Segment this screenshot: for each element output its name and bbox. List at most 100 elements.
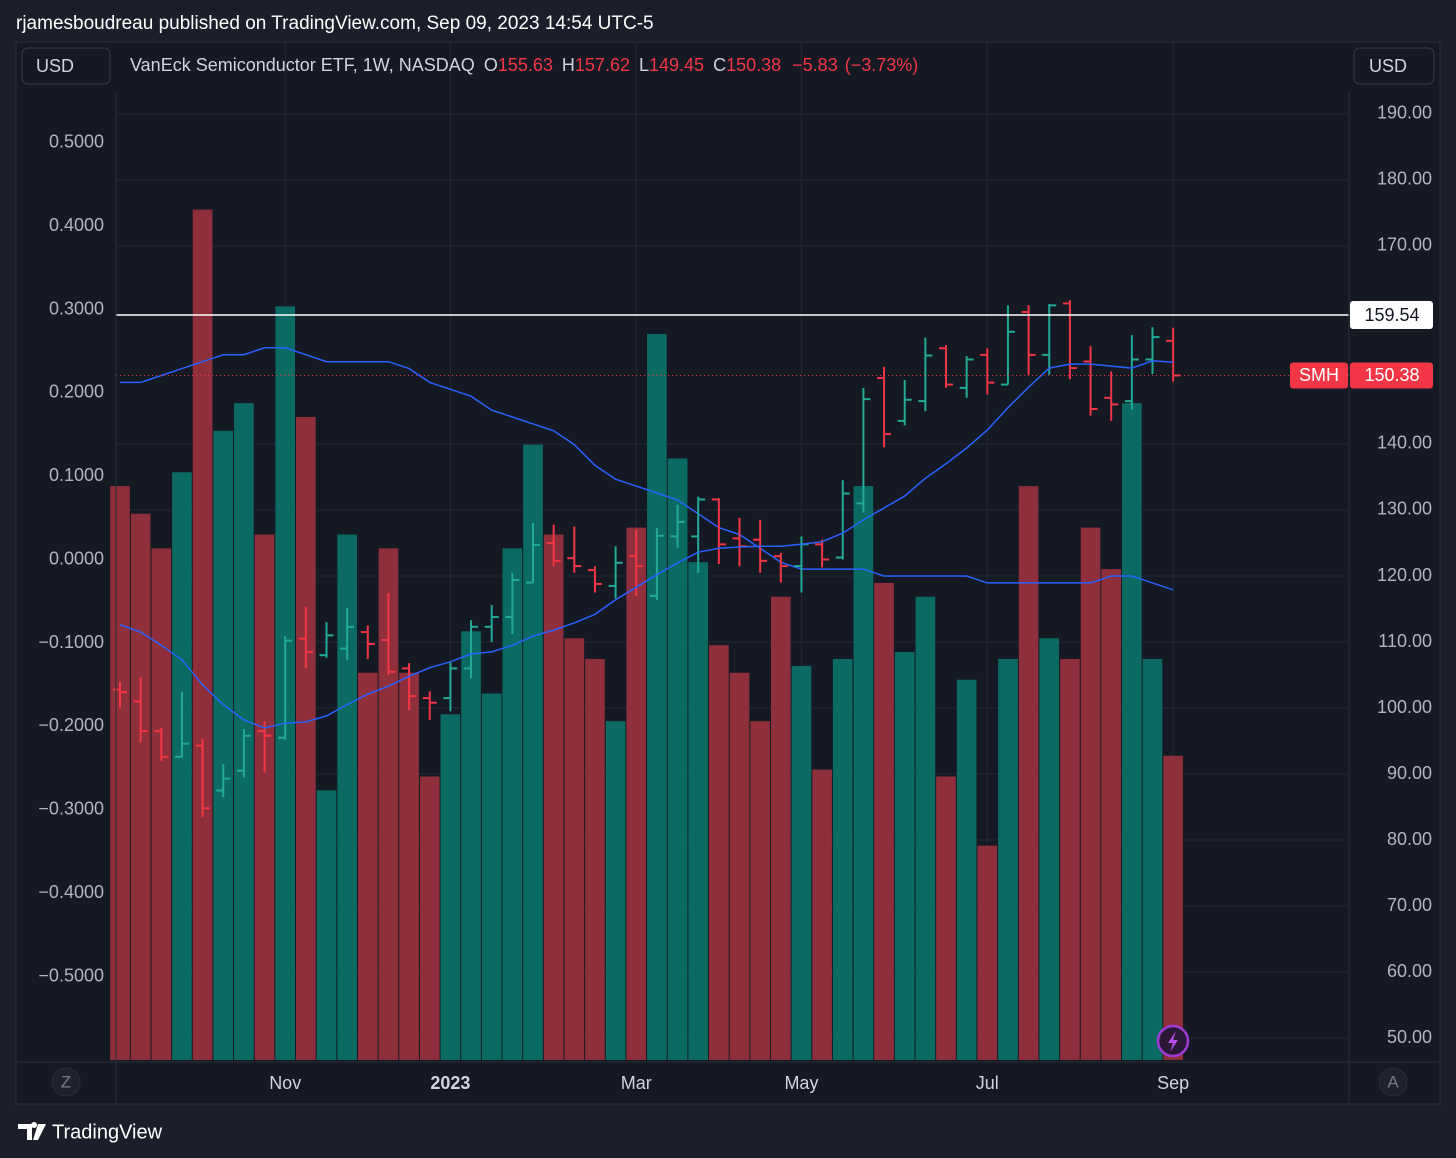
volume-bar: [585, 658, 605, 1060]
volume-bar: [894, 652, 915, 1060]
alert-icon: [1156, 1024, 1190, 1058]
volume-bar: [1142, 658, 1163, 1060]
volume-bar: [1101, 569, 1122, 1060]
volume-bar: [461, 631, 481, 1060]
legend-title: VanEck Semiconductor ETF, 1W, NASDAQ: [130, 55, 475, 75]
y2-tick-label: 0.4000: [49, 215, 104, 235]
volume-bar: [378, 548, 399, 1060]
volume-bar: [543, 534, 564, 1060]
volume-bar: [1122, 403, 1142, 1061]
symbol-label: SMH: [1299, 365, 1339, 385]
y2-tick-label: −0.4000: [38, 882, 104, 902]
volume-bar: [626, 527, 647, 1060]
volume-bar: [1039, 638, 1060, 1060]
volume-bar: [151, 548, 172, 1060]
volume-bar: [956, 679, 977, 1060]
volume-bar: [791, 665, 812, 1060]
legend-change: −5.83: [792, 55, 838, 75]
volume-bar: [977, 845, 998, 1060]
y-tick-label: 130.00: [1377, 499, 1432, 519]
volume-bar: [770, 596, 791, 1060]
y2-tick-label: −0.1000: [38, 632, 104, 652]
last-price-label: 150.38: [1364, 365, 1419, 385]
volume-bar: [647, 334, 667, 1060]
volume-bar: [213, 430, 234, 1060]
volume-bar: [874, 582, 894, 1060]
y2-tick-label: 0.0000: [49, 548, 104, 568]
volume-bar: [750, 721, 770, 1060]
volume-bar: [481, 693, 502, 1060]
scale-button-label[interactable]: A: [1387, 1072, 1399, 1091]
scale-button-label[interactable]: Z: [61, 1072, 71, 1091]
y2-tick-label: 0.1000: [49, 465, 104, 485]
x-tick-label: Jul: [976, 1073, 999, 1093]
y-tick-label: 120.00: [1377, 565, 1432, 585]
volume-bar: [1163, 755, 1183, 1060]
volume-bar: [440, 714, 461, 1060]
publish-header: rjamesboudreau published on TradingView.…: [16, 13, 654, 34]
volume-bar: [688, 562, 709, 1060]
volume-bar: [172, 472, 192, 1060]
y-tick-label: 170.00: [1377, 235, 1432, 255]
volume-bar: [667, 458, 688, 1060]
legend-change-pct: (−3.73%): [845, 55, 919, 75]
currency-button[interactable]: [1353, 47, 1435, 85]
y2-tick-label: 0.3000: [49, 298, 104, 318]
y-tick-label: 70.00: [1387, 895, 1432, 915]
x-tick-label: Mar: [621, 1073, 652, 1093]
y-tick-label: 140.00: [1377, 433, 1432, 453]
y-tick-label: 190.00: [1377, 103, 1432, 123]
volume-bar: [337, 534, 357, 1060]
y-tick-label: 100.00: [1377, 697, 1432, 717]
volume-bar: [110, 486, 130, 1061]
volume-bar: [316, 790, 337, 1060]
volume-bar: [357, 672, 378, 1060]
volume-bar: [605, 721, 626, 1060]
volume-bar: [1060, 658, 1080, 1060]
volume-bar: [296, 416, 316, 1060]
scale-button[interactable]: [1378, 1067, 1408, 1097]
x-tick-label: 2023: [430, 1073, 470, 1093]
legend-key: L: [639, 55, 649, 75]
x-tick-label: Sep: [1157, 1073, 1189, 1093]
y2-tick-label: −0.3000: [38, 799, 104, 819]
volume-bar: [419, 776, 440, 1060]
y2-tick-label: −0.5000: [38, 965, 104, 985]
y2-tick-label: 0.2000: [49, 382, 104, 402]
volume-bar: [192, 209, 213, 1061]
volume-bar: [915, 596, 936, 1060]
last-price-badge: [1350, 362, 1433, 389]
y-tick-label: 50.00: [1387, 1027, 1432, 1047]
volume-bar: [812, 769, 832, 1060]
alert-icon-bolt: [1168, 1031, 1178, 1052]
scale-button[interactable]: [51, 1067, 81, 1097]
y2-tick-label: 0.5000: [49, 132, 104, 152]
y2-tick-label: −0.2000: [38, 715, 104, 735]
volume-bar: [564, 638, 585, 1060]
currency-label[interactable]: USD: [1369, 56, 1407, 76]
legend-value: 155.63: [498, 55, 553, 75]
symbol-badge: [1290, 362, 1348, 389]
logo: [18, 1122, 46, 1140]
legend-value: 157.62: [575, 55, 630, 75]
volume-ma-line: [120, 347, 1174, 591]
y-tick-label: 90.00: [1387, 763, 1432, 783]
volume-bar: [523, 444, 543, 1061]
volume-bar: [936, 776, 956, 1060]
volume-bar: [853, 486, 874, 1061]
volume-bar: [1018, 486, 1039, 1061]
volume-bar: [998, 658, 1018, 1060]
legend-key: H: [562, 55, 575, 75]
currency-button[interactable]: [21, 47, 111, 85]
brand: TradingView: [52, 1121, 163, 1143]
currency-label[interactable]: USD: [36, 56, 74, 76]
y-tick-label: 80.00: [1387, 829, 1432, 849]
volume-bar: [729, 672, 750, 1060]
ma-line: [119, 360, 1174, 729]
price-line-badge: [1350, 301, 1433, 330]
volume-bar: [130, 513, 151, 1060]
y-tick-label: 180.00: [1377, 169, 1432, 189]
legend-value: 149.45: [649, 55, 704, 75]
plot: [110, 209, 1349, 1061]
